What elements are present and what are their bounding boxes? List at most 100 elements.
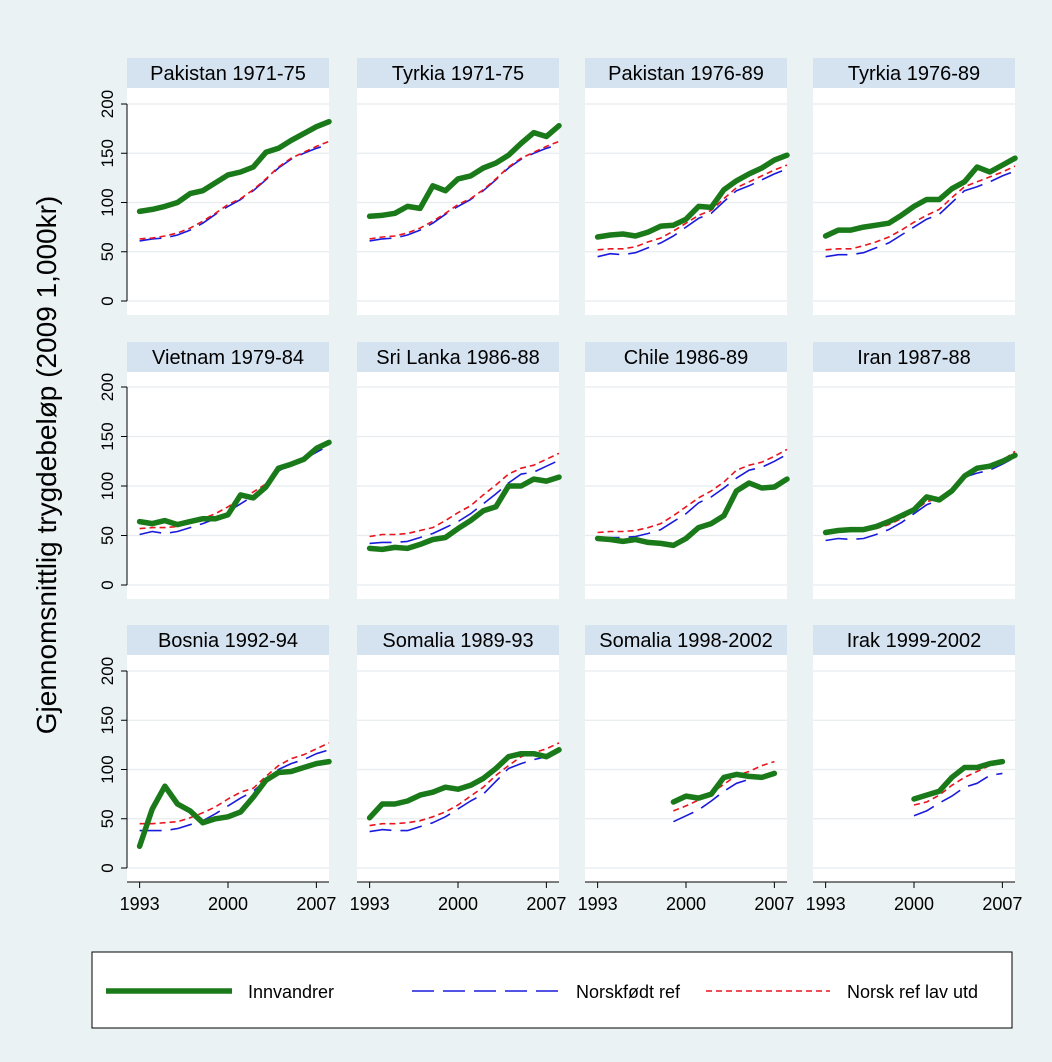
plot-area <box>357 88 559 315</box>
series-line-norsk-ref-lav-utd <box>139 441 330 530</box>
y-tick-label: 100 <box>98 755 117 783</box>
y-tick-label: 200 <box>98 90 117 118</box>
y-tick-label: 50 <box>98 526 117 545</box>
series-line-innvandrer <box>136 758 332 850</box>
panel-title-strip <box>357 342 559 372</box>
series-line-norsk-ref-lav-utd <box>139 742 330 825</box>
panel-title: Tyrkia 1976-89 <box>848 63 980 85</box>
series-line-innvandrer <box>594 152 790 240</box>
series-line-innvandrer <box>136 439 332 528</box>
panel-4: Tyrkia 1976-89 <box>813 58 1018 315</box>
x-tick-label: 1993 <box>806 894 846 914</box>
legend-label: Innvandrer <box>248 982 334 1002</box>
panel-title-strip <box>127 342 329 372</box>
series-line-norskf-dt-ref <box>139 143 330 242</box>
panel-12: Irak 1999-2002 1993 2000 2007 <box>806 625 1022 914</box>
x-tick-label: 1993 <box>350 894 390 914</box>
plot-area <box>357 655 559 882</box>
panel-title: Tyrkia 1971-75 <box>392 63 524 85</box>
series-line-innvandrer <box>594 476 790 549</box>
legend-label: Norskfødt ref <box>576 982 681 1002</box>
series-line-innvandrer <box>136 118 332 215</box>
panel-1: Pakistan 1971-75 0 50 100 150 200 <box>98 58 332 315</box>
series-line-norskf-dt-ref <box>369 752 560 833</box>
series-line-norskf-dt-ref <box>597 453 788 539</box>
y-tick-label: 0 <box>98 296 117 305</box>
panel-title: Chile 1986-89 <box>624 347 749 369</box>
x-tick-label: 1993 <box>578 894 618 914</box>
panel-title-strip <box>127 625 329 655</box>
panel-title-strip <box>585 625 787 655</box>
series-line-norsk-ref-lav-utd <box>673 760 775 812</box>
x-tick-label: 2007 <box>754 894 794 914</box>
series-line-innvandrer <box>366 122 562 220</box>
legend-label: Norsk ref lav utd <box>847 982 978 1002</box>
series-line-innvandrer <box>670 770 778 805</box>
y-tick-label: 0 <box>98 580 117 589</box>
y-tick-label: 0 <box>98 863 117 872</box>
series-line-norsk-ref-lav-utd <box>597 448 788 534</box>
panel-9: Bosnia 1992-94 0 50 100 150 200 1993 2000 2007 <box>98 625 336 914</box>
panel-2: Tyrkia 1971-75 <box>357 58 562 315</box>
series-line-innvandrer <box>822 452 1018 536</box>
series-line-norsk-ref-lav-utd <box>597 164 788 251</box>
panel-8: Iran 1987-88 <box>813 342 1018 599</box>
plot-area <box>127 88 329 315</box>
panel-title-strip <box>813 342 1015 372</box>
panel-title: Somalia 1989-93 <box>382 630 533 652</box>
series-line-norsk-ref-lav-utd <box>369 452 560 538</box>
x-tick-label: 2000 <box>208 894 248 914</box>
panel-6: Sri Lanka 1986-88 <box>357 342 562 599</box>
panel-title: Sri Lanka 1986-88 <box>376 347 539 369</box>
panel-title: Iran 1987-88 <box>857 347 970 369</box>
x-tick-label: 2000 <box>894 894 934 914</box>
y-tick-label: 50 <box>98 242 117 261</box>
y-tick-label: 200 <box>98 657 117 685</box>
y-tick-label: 150 <box>98 139 117 167</box>
panel-title: Vietnam 1979-84 <box>152 347 304 369</box>
series-line-innvandrer <box>822 155 1018 239</box>
x-tick-label: 2007 <box>982 894 1022 914</box>
panel-title: Somalia 1998-2002 <box>599 630 772 652</box>
series-line-norsk-ref-lav-utd <box>139 140 330 240</box>
plot-area <box>585 655 787 882</box>
panel-title-strip <box>127 58 329 88</box>
y-tick-label: 100 <box>98 472 117 500</box>
series-line-norskf-dt-ref <box>825 456 1016 542</box>
panel-title-strip <box>585 342 787 372</box>
panel-title-strip <box>357 58 559 88</box>
panel-title: Bosnia 1992-94 <box>158 630 298 652</box>
series-line-norsk-ref-lav-utd <box>369 742 560 827</box>
panel-title-strip <box>813 58 1015 88</box>
panel-title: Pakistan 1971-75 <box>150 63 306 85</box>
panel-11: Somalia 1998-2002 1993 2000 2007 <box>578 625 794 914</box>
series-line-innvandrer <box>366 747 562 821</box>
y-tick-label: 150 <box>98 706 117 734</box>
panel-3: Pakistan 1976-89 <box>585 58 790 315</box>
series-line-norsk-ref-lav-utd <box>369 140 560 240</box>
panel-title-strip <box>357 625 559 655</box>
series-line-innvandrer <box>366 474 562 553</box>
y-tick-label: 200 <box>98 373 117 401</box>
y-tick-label: 50 <box>98 809 117 828</box>
series-line-norskf-dt-ref <box>369 143 560 242</box>
y-tick-label: 150 <box>98 422 117 450</box>
x-tick-label: 2000 <box>666 894 706 914</box>
series-line-norskf-dt-ref <box>825 170 1016 258</box>
series-line-norskf-dt-ref <box>139 749 330 832</box>
panel-10: Somalia 1989-93 1993 2000 2007 <box>350 625 566 914</box>
x-tick-label: 2007 <box>296 894 336 914</box>
legend: Innvandrer Norskfødt ref Norsk ref lav utd <box>91 951 1013 1029</box>
series-line-norskf-dt-ref <box>913 772 1003 817</box>
x-tick-label: 2007 <box>526 894 566 914</box>
x-tick-label: 1993 <box>120 894 160 914</box>
panel-title-strip <box>585 58 787 88</box>
panel-title: Pakistan 1976-89 <box>608 63 764 85</box>
panel-7: Chile 1986-89 <box>585 342 790 599</box>
panel-title-strip <box>813 625 1015 655</box>
plot-area <box>585 88 787 315</box>
y-tick-label: 100 <box>98 188 117 216</box>
panel-5: Vietnam 1979-84 0 50 100 150 200 <box>98 342 332 599</box>
